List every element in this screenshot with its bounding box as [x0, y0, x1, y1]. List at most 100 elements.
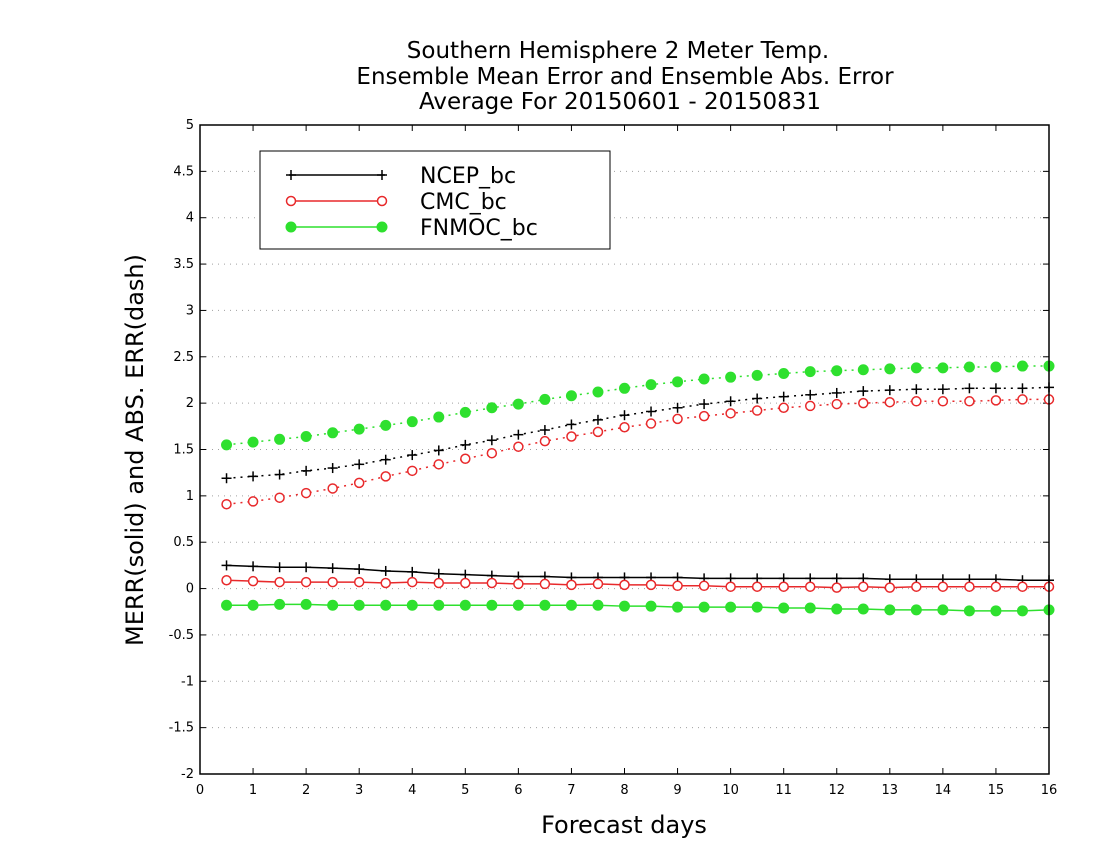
abs-err-point [460, 453, 471, 465]
abs-err-point [566, 419, 577, 430]
merr-point [327, 599, 339, 611]
merr-point [831, 573, 842, 584]
abs-err-point [804, 400, 816, 412]
merr-point [725, 581, 736, 592]
abs-err-point [353, 477, 365, 489]
abs-err-point [990, 361, 1002, 373]
x-tick-label: 15 [988, 783, 1005, 798]
legend-entry-CMC_bc: CMC_bc [285, 190, 507, 215]
x-tick-label: 14 [935, 783, 952, 798]
abs-err-point [672, 402, 683, 413]
merr-point [619, 579, 630, 591]
abs-err-point [592, 426, 604, 438]
abs-err-point [300, 487, 312, 499]
merr-point [566, 579, 577, 591]
y-tick-label: 0.5 [173, 535, 194, 550]
abs-err-point [539, 425, 550, 436]
x-tick-label: 8 [620, 783, 628, 798]
abs-err-point [592, 386, 604, 398]
merr-point [804, 602, 816, 614]
series-FNMOC_bc [221, 360, 1055, 617]
merr-point [247, 599, 259, 611]
merr-point [565, 599, 577, 611]
abs-err-point [911, 384, 922, 395]
abs-err-point [433, 459, 445, 470]
abs-err-point [672, 376, 684, 388]
y-tick-label: 2 [186, 396, 194, 411]
merr-point [354, 564, 365, 575]
abs-err-point [858, 397, 869, 409]
merr-point [937, 604, 949, 616]
merr-point [353, 599, 365, 611]
abs-err-point [221, 439, 233, 451]
merr-point [698, 580, 710, 592]
abs-err-point [937, 384, 948, 395]
abs-err-point [778, 402, 789, 414]
y-tick-label: 4.5 [173, 164, 194, 179]
abs-err-point [1017, 394, 1028, 405]
abs-err-point [433, 411, 445, 423]
legend-entry-NCEP_bc: NCEP_bc [286, 164, 516, 189]
abs-err-point [327, 463, 338, 474]
abs-err-point [300, 431, 312, 443]
legend-label: NCEP_bc [420, 164, 516, 189]
abs-err-point [539, 393, 551, 405]
merr-point [539, 599, 551, 611]
abs-err-point [247, 436, 259, 448]
abs-err-point [884, 363, 896, 375]
abs-err-point [221, 473, 232, 484]
merr-point [512, 599, 524, 611]
abs-err-point [725, 408, 736, 419]
abs-err-point [513, 429, 524, 440]
abs-err-point [858, 386, 869, 397]
abs-err-point [911, 396, 922, 407]
abs-err-point [990, 395, 1002, 406]
x-tick-label: 13 [882, 783, 899, 798]
x-tick-label: 5 [461, 783, 469, 798]
abs-err-point [565, 390, 577, 402]
abs-err-point [699, 399, 710, 410]
merr-point [486, 577, 498, 589]
merr-point [247, 575, 259, 587]
merr-point [380, 599, 392, 611]
title-line-3: Average For 20150601 - 20150831 [419, 89, 821, 115]
abs-err-point [407, 450, 418, 461]
legend-label: FNMOC_bc [420, 216, 538, 241]
merr-point [433, 568, 444, 579]
series-CMC_bc [221, 394, 1055, 593]
abs-err-point [963, 361, 975, 373]
merr-point [221, 574, 232, 586]
merr-point [380, 577, 391, 589]
abs-err-point [751, 369, 763, 381]
abs-err-point [354, 459, 365, 470]
abs-err-point [380, 419, 392, 431]
abs-err-point [672, 413, 683, 425]
merr-point [645, 579, 657, 591]
x-tick-label: 11 [775, 783, 792, 798]
abs-err-point [831, 387, 842, 398]
x-tick-label: 16 [1041, 783, 1058, 798]
abs-err-point [751, 405, 763, 416]
legend-entry-FNMOC_bc: FNMOC_bc [285, 216, 538, 241]
merr-point [592, 578, 604, 590]
abs-err-point [698, 373, 710, 385]
abs-err-point [805, 389, 816, 400]
y-axis-label: MERR(solid) and ABS. ERR(dash) [121, 254, 149, 646]
merr-point [778, 602, 790, 614]
abs-err-point [778, 391, 789, 402]
merr-point [990, 581, 1002, 592]
abs-err-point [778, 367, 790, 379]
abs-err-point [566, 431, 577, 442]
merr-point [698, 601, 710, 613]
merr-point [672, 601, 684, 613]
x-axis-label: Forecast days [541, 811, 707, 839]
merr-point [274, 598, 286, 610]
merr-point [380, 565, 391, 576]
abs-err-point [990, 383, 1001, 394]
x-tick-label: 6 [514, 783, 522, 798]
merr-point [459, 599, 471, 611]
abs-err-point [247, 496, 259, 507]
x-tick-label: 1 [249, 783, 257, 798]
merr-point [884, 582, 896, 593]
abs-err-point [857, 364, 869, 376]
